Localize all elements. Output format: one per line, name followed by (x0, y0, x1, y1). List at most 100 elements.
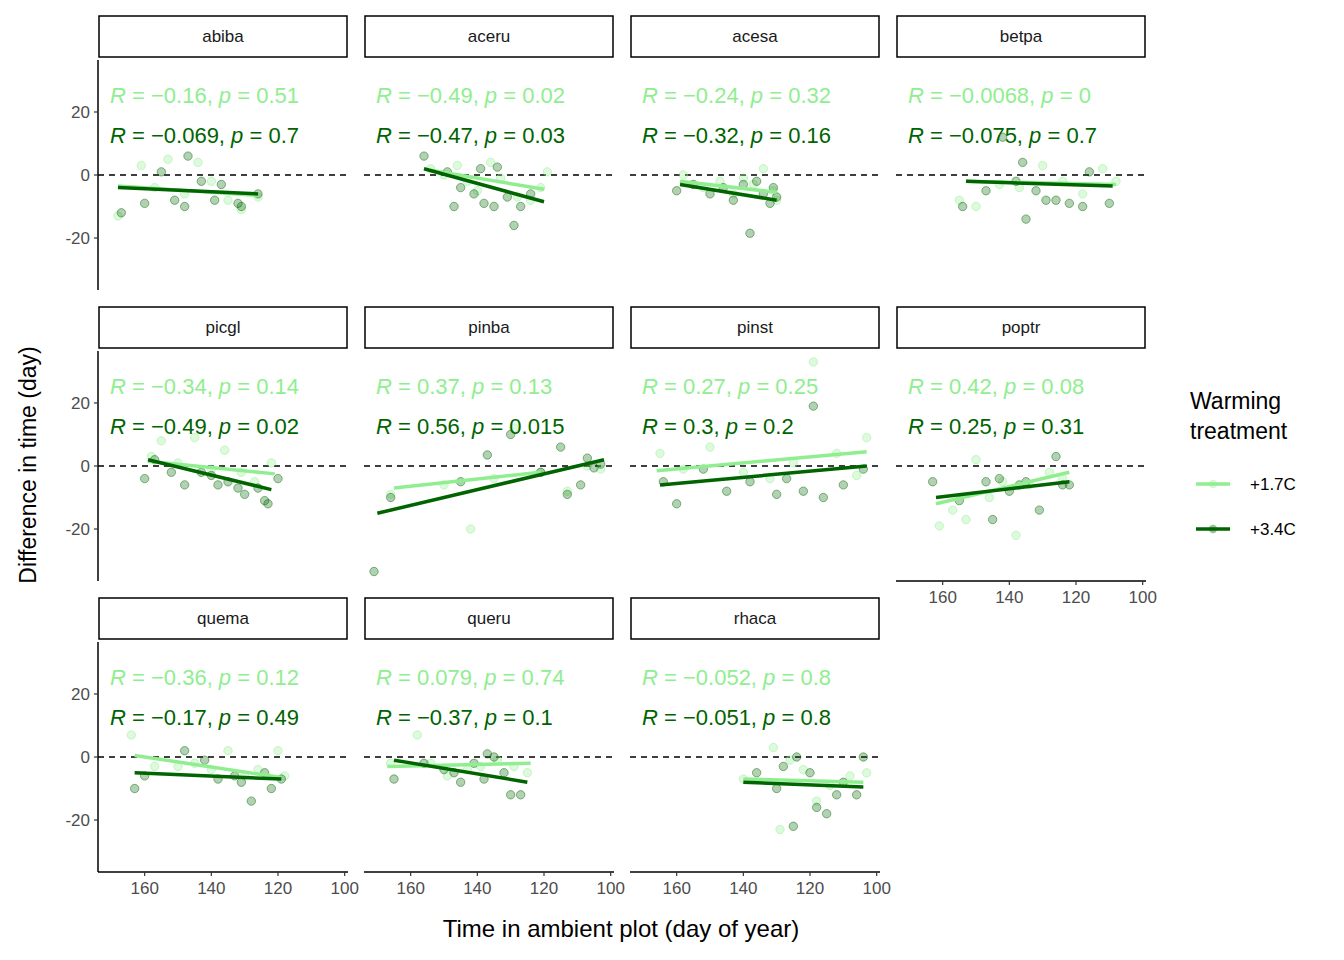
text-part: = 0.2 (738, 414, 794, 439)
point (799, 487, 807, 495)
y-tick-label: -20 (65, 229, 90, 248)
point (1052, 452, 1060, 460)
x-tick (676, 872, 677, 876)
text-part: = 0.51 (231, 83, 299, 108)
strip-title: queru (467, 609, 510, 628)
text-part: = 0.3, (658, 414, 726, 439)
point (772, 784, 780, 792)
text-part: = −0.069, (126, 123, 231, 148)
y-tick (94, 402, 98, 403)
text-part: = 0.37, (392, 374, 472, 399)
text-part: = 0.8 (775, 665, 831, 690)
point (832, 791, 840, 799)
point (267, 784, 275, 792)
text-part: = −0.16, (126, 83, 219, 108)
x-tick (876, 872, 877, 876)
point (583, 454, 591, 462)
point (958, 202, 966, 210)
point (197, 177, 205, 185)
x-tick-label: 120 (796, 879, 824, 898)
panel: rhacaR = −0.052, p = 0.8R = −0.051, p = … (630, 598, 891, 898)
strip (365, 16, 613, 57)
point (140, 199, 148, 207)
point (729, 196, 737, 204)
x-tick (410, 872, 411, 876)
x-axis-title: Time in ambient plot (day of year) (443, 915, 800, 942)
point (752, 177, 760, 185)
text-part: p (737, 374, 750, 399)
annotation: R = −0.17, p = 0.49 (110, 705, 299, 730)
annotation: R = −0.16, p = 0.51 (110, 83, 299, 108)
x-tick-label: 100 (1128, 588, 1156, 607)
trend-line (135, 773, 282, 779)
text-part: = 0 (1054, 83, 1091, 108)
text-part: R (376, 374, 392, 399)
x-tick-label: 100 (596, 879, 624, 898)
trend-line (377, 460, 604, 514)
legend: Warmingtreatment+1.7C+3.4C (1190, 388, 1296, 539)
y-tick (94, 237, 98, 238)
point (1035, 506, 1043, 514)
point (988, 515, 996, 523)
text-part: = 0.015 (484, 414, 564, 439)
text-part: R (642, 705, 658, 730)
point (274, 474, 282, 482)
text-part: p (750, 123, 763, 148)
point (493, 163, 501, 171)
point (224, 746, 232, 754)
text-part: R (908, 123, 924, 148)
point (150, 762, 158, 770)
x-tick (1009, 581, 1010, 585)
point (214, 481, 222, 489)
panel: poptrR = 0.42, p = 0.08R = 0.25, p = 0.3… (896, 307, 1157, 607)
point (556, 443, 564, 451)
plot-area (364, 731, 614, 799)
text-part: R (110, 414, 126, 439)
text-part: = 0.25 (750, 374, 818, 399)
plot-area (364, 424, 614, 576)
point (450, 202, 458, 210)
strip-title: rhaca (734, 609, 777, 628)
x-tick-label: 120 (530, 879, 558, 898)
text-part: p (218, 83, 231, 108)
annotation: R = −0.47, p = 0.03 (376, 123, 565, 148)
text-part: p (1003, 374, 1016, 399)
annotation: R = 0.37, p = 0.13 (376, 374, 552, 399)
x-tick-label: 100 (862, 879, 890, 898)
plot-area (630, 743, 880, 833)
point (779, 762, 787, 770)
point (390, 775, 398, 783)
text-part: = 0.25, (924, 414, 1004, 439)
trend-line (660, 466, 867, 485)
point (776, 825, 784, 833)
x-tick (477, 872, 478, 876)
text-part: R (110, 705, 126, 730)
y-tick-label: 20 (71, 394, 90, 413)
text-part: R (642, 374, 658, 399)
point (234, 484, 242, 492)
point (483, 451, 491, 459)
point (782, 474, 790, 482)
annotation: R = 0.56, p = 0.015 (376, 414, 564, 439)
point (1085, 168, 1093, 176)
x-tick-label: 120 (1062, 588, 1090, 607)
point (739, 468, 747, 476)
reference-line (630, 756, 880, 758)
text-part: R (642, 414, 658, 439)
x-tick-label: 140 (995, 588, 1023, 607)
reference-line (98, 465, 348, 467)
text-part: = 0.74 (497, 665, 565, 690)
point (862, 433, 870, 441)
text-part: p (484, 123, 497, 148)
text-part: R (908, 83, 924, 108)
point (1098, 164, 1106, 172)
text-part: p (483, 665, 496, 690)
legend-label: +1.7C (1250, 475, 1296, 494)
trend-line (680, 184, 777, 200)
point (370, 567, 378, 575)
text-part: R (110, 665, 126, 690)
strip-title: acesa (732, 27, 778, 46)
point (1078, 190, 1086, 198)
text-part: = 0.02 (497, 83, 565, 108)
annotation: R = −0.36, p = 0.12 (110, 665, 299, 690)
